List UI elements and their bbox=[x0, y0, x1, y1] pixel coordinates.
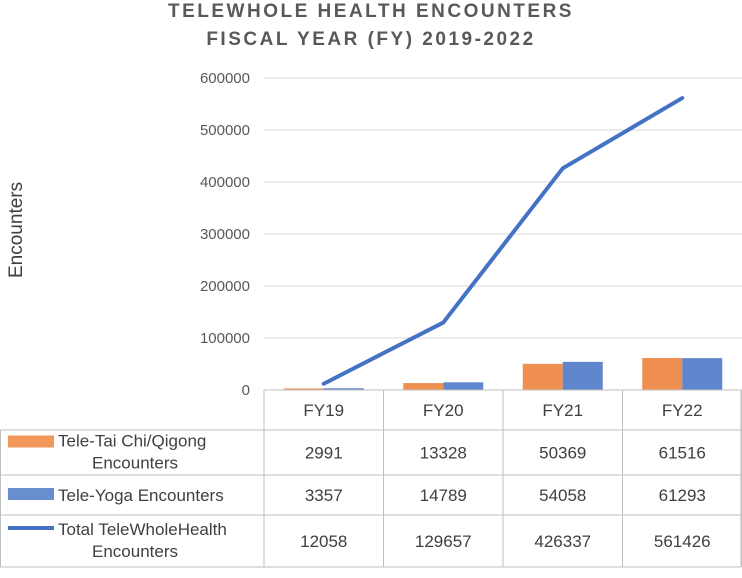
y-tick-label: 500000 bbox=[200, 122, 250, 139]
data-label: 12058 bbox=[300, 532, 347, 551]
y-tick-label: 600000 bbox=[200, 70, 250, 87]
data-label: 2991 bbox=[305, 444, 343, 463]
chart-title-line1: TELEWHOLE HEALTH ENCOUNTERS bbox=[168, 1, 574, 22]
series-label: Total TeleWholeHealth Encounters bbox=[58, 520, 227, 561]
line-series-total bbox=[321, 96, 685, 386]
y-tick-label: 200000 bbox=[200, 278, 250, 295]
bar bbox=[403, 383, 444, 390]
bar bbox=[283, 388, 324, 390]
y-tick-label: 100000 bbox=[200, 330, 250, 347]
data-label: 129657 bbox=[415, 532, 472, 551]
data-label: 3357 bbox=[305, 486, 343, 505]
legend-swatch bbox=[8, 435, 54, 448]
data-label: 13328 bbox=[420, 444, 467, 463]
y-tick-label: 0 bbox=[242, 382, 250, 399]
category-label: FY19 bbox=[303, 401, 344, 420]
bar bbox=[443, 382, 484, 390]
chart-title-line2: FISCAL YEAR (FY) 2019-2022 bbox=[206, 29, 536, 50]
series-label: Tele-Tai Chi/Qigong Encounters bbox=[58, 432, 206, 473]
data-label: 50369 bbox=[539, 444, 586, 463]
data-label: 14789 bbox=[420, 486, 467, 505]
bar bbox=[562, 361, 603, 390]
category-label: FY22 bbox=[662, 401, 703, 420]
series-label: Tele-Yoga Encounters bbox=[58, 486, 224, 505]
data-label: 61293 bbox=[659, 486, 706, 505]
data-label: 54058 bbox=[539, 486, 586, 505]
bar bbox=[642, 358, 683, 390]
data-label: 61516 bbox=[659, 444, 706, 463]
bar bbox=[522, 363, 563, 390]
category-label: FY20 bbox=[423, 401, 464, 420]
category-label: FY21 bbox=[542, 401, 583, 420]
bar bbox=[323, 388, 364, 390]
y-tick-label: 400000 bbox=[200, 174, 250, 191]
legend-swatch bbox=[8, 488, 54, 500]
data-label: 426337 bbox=[534, 532, 591, 551]
bar bbox=[682, 358, 723, 390]
data-label: 561426 bbox=[654, 532, 711, 551]
y-tick-label: 300000 bbox=[200, 226, 250, 243]
